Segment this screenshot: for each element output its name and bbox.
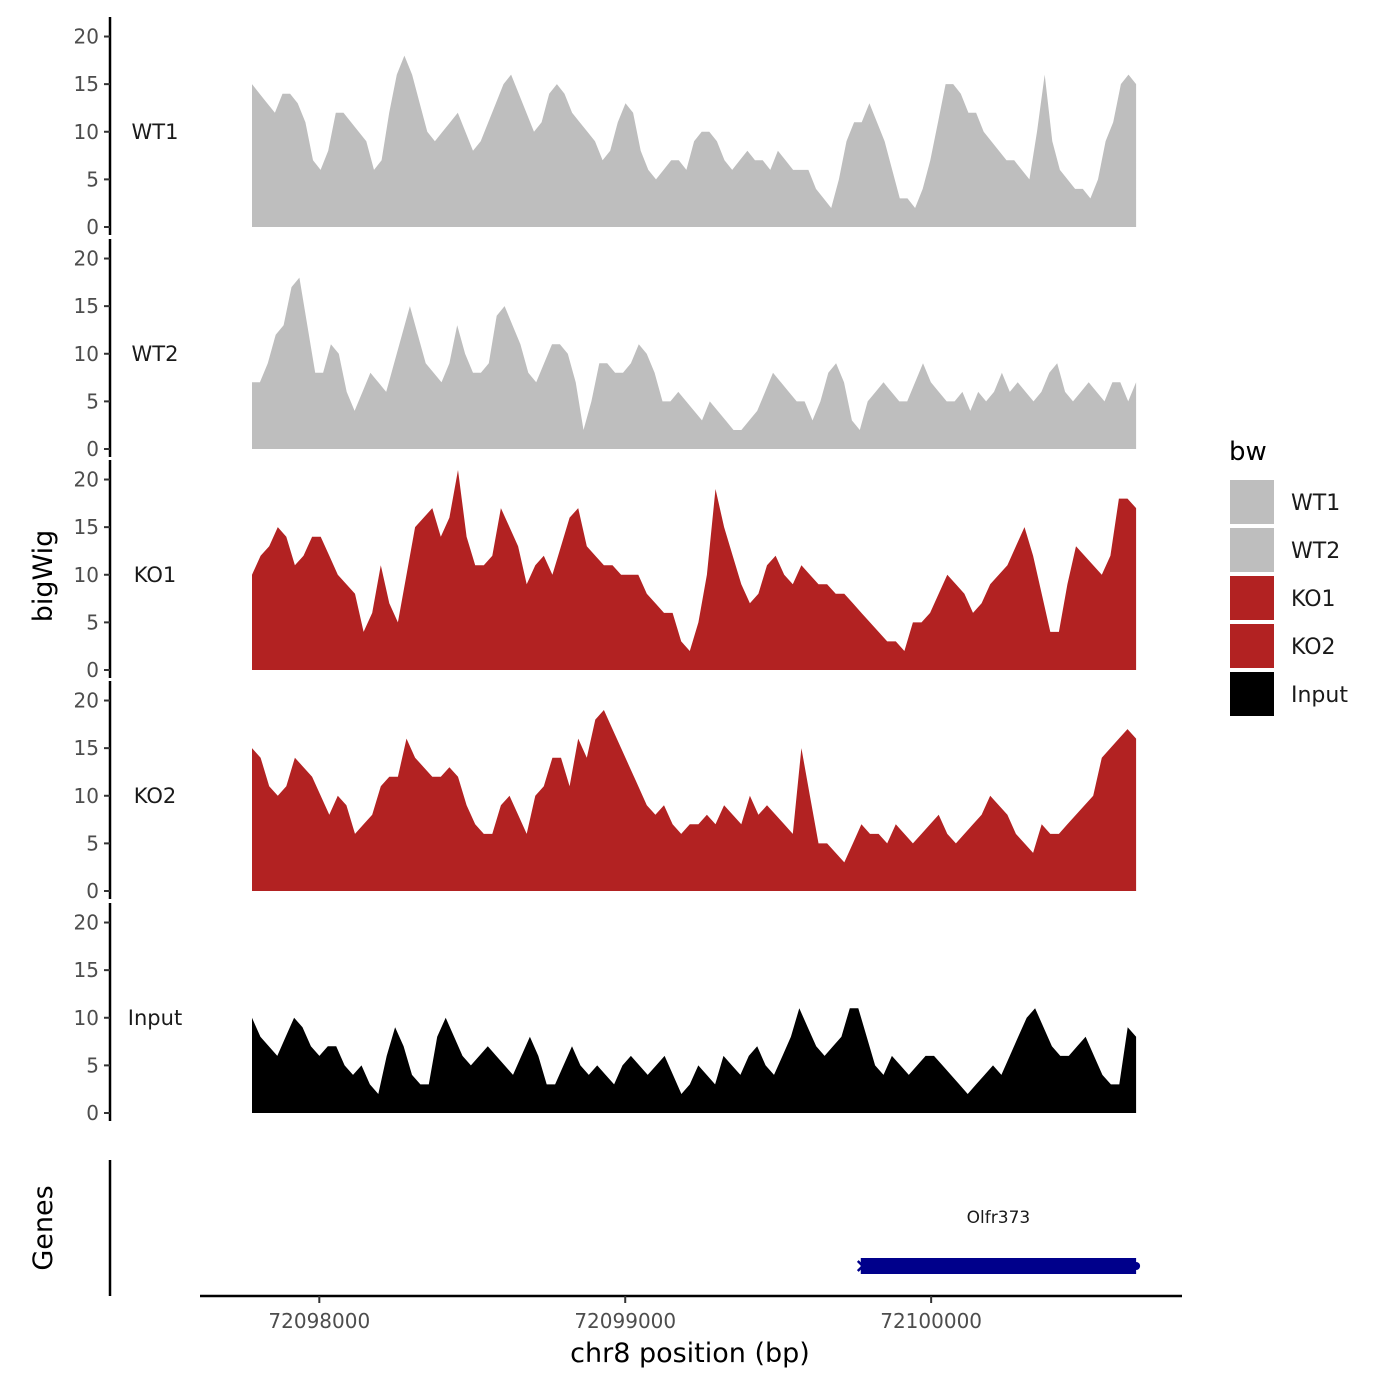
y-tick-label: 15 [74, 72, 99, 96]
coverage-area-input [252, 1008, 1137, 1113]
coverage-area-wt2 [252, 277, 1137, 449]
genes-track-title: Genes [28, 1185, 59, 1270]
track-label-wt2: WT2 [132, 342, 179, 366]
legend-swatch [1230, 480, 1274, 524]
legend-label: Input [1291, 683, 1348, 708]
y-tick-label: 10 [74, 1006, 99, 1030]
x-tick-label: 72100000 [880, 1309, 982, 1333]
y-tick-label: 0 [86, 879, 99, 903]
coverage-area-ko2 [252, 710, 1137, 891]
track-label-ko1: KO1 [134, 563, 177, 587]
gene-end-cap [1132, 1262, 1141, 1270]
y-tick-label: 0 [86, 1101, 99, 1125]
legend-label: KO2 [1291, 635, 1336, 660]
y-tick-label: 5 [86, 167, 99, 191]
y-tick-label: 10 [74, 784, 99, 808]
y-tick-label: 5 [86, 610, 99, 634]
y-tick-label: 10 [74, 563, 99, 587]
track-label-input: Input [128, 1006, 182, 1030]
y-tick-label: 20 [74, 25, 99, 49]
y-tick-label: 0 [86, 215, 99, 239]
track-ko2: 0 5 10 15 20 KO2 [74, 681, 1137, 903]
legend-item-input: Input [1230, 672, 1348, 716]
track-wt2: 0 5 10 15 20 WT2 [74, 239, 1137, 461]
gene-strand-mark [856, 1260, 869, 1272]
y-tick-label: 20 [74, 689, 99, 713]
legend-swatch [1230, 624, 1274, 668]
coverage-area-ko1 [252, 470, 1137, 670]
legend-label: WT1 [1291, 491, 1340, 516]
y-tick-label: 15 [74, 294, 99, 318]
track-ko1: 0 5 10 15 20 KO1 [74, 460, 1137, 682]
gene-track: Olfr373 [108, 1160, 1141, 1296]
legend: bw WT1 WT2 KO1 KO2 Input [1229, 437, 1348, 716]
y-tick-label: 20 [74, 468, 99, 492]
legend-item-wt1: WT1 [1230, 480, 1340, 524]
x-tick-label: 72098000 [268, 1309, 370, 1333]
track-wt1: 0 5 10 15 20 WT1 [74, 17, 1137, 239]
legend-item-wt2: WT2 [1230, 528, 1340, 572]
legend-title: bw [1229, 437, 1267, 467]
legend-label: KO1 [1291, 587, 1336, 612]
y-tick-label: 15 [74, 736, 99, 760]
legend-label: WT2 [1291, 539, 1340, 564]
y-tick-label: 5 [86, 831, 99, 855]
legend-item-ko1: KO1 [1230, 576, 1336, 620]
gene-body [860, 1258, 1137, 1274]
track-input: 0 5 10 15 20 Input [74, 903, 1137, 1125]
y-tick-label: 15 [74, 958, 99, 982]
coverage-tracks: 0 5 10 15 20 WT1 0 5 10 15 20 WT2 0 5 10 15 20 KO1 0 5 10 15 2… [74, 17, 1137, 1125]
y-tick-label: 0 [86, 658, 99, 682]
x-tick-label: 72099000 [574, 1309, 676, 1333]
y-tick-label: 5 [86, 389, 99, 413]
gene-olfr373: Olfr373 [856, 1208, 1141, 1274]
x-axis: 72098000 72099000 72100000 [200, 1294, 1182, 1333]
y-tick-label: 10 [74, 342, 99, 366]
y-tick-label: 20 [74, 911, 99, 935]
y-axis-title: bigWig [28, 530, 59, 623]
y-tick-label: 15 [74, 515, 99, 539]
coverage-area-wt1 [252, 55, 1137, 227]
y-tick-label: 20 [74, 247, 99, 271]
legend-swatch [1230, 528, 1274, 572]
y-tick-label: 0 [86, 437, 99, 461]
legend-item-ko2: KO2 [1230, 624, 1336, 668]
gene-label: Olfr373 [967, 1208, 1031, 1228]
legend-swatch [1230, 672, 1274, 716]
legend-swatch [1230, 576, 1274, 620]
y-tick-label: 5 [86, 1053, 99, 1077]
track-label-ko2: KO2 [134, 784, 177, 808]
track-label-wt1: WT1 [132, 120, 179, 144]
x-axis-title: chr8 position (bp) [570, 1338, 810, 1369]
y-tick-label: 10 [74, 120, 99, 144]
